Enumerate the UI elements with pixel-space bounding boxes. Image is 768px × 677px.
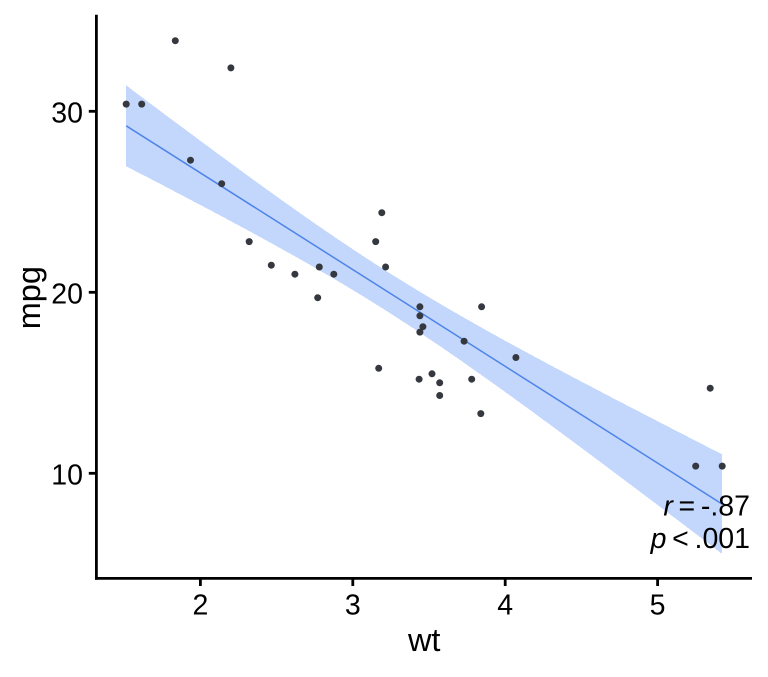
svg-text:4: 4 (497, 589, 513, 621)
svg-text:mpg: mpg (11, 266, 47, 329)
svg-text:wt: wt (407, 622, 441, 658)
svg-text:5: 5 (650, 589, 666, 621)
svg-text:2: 2 (192, 589, 208, 621)
svg-text:r = -.87: r = -.87 (663, 491, 750, 523)
svg-text:30: 30 (51, 98, 83, 130)
svg-text:20: 20 (51, 279, 83, 311)
svg-text:p < .001: p < .001 (650, 523, 750, 555)
svg-text:10: 10 (51, 460, 83, 492)
svg-text:3: 3 (345, 589, 361, 621)
